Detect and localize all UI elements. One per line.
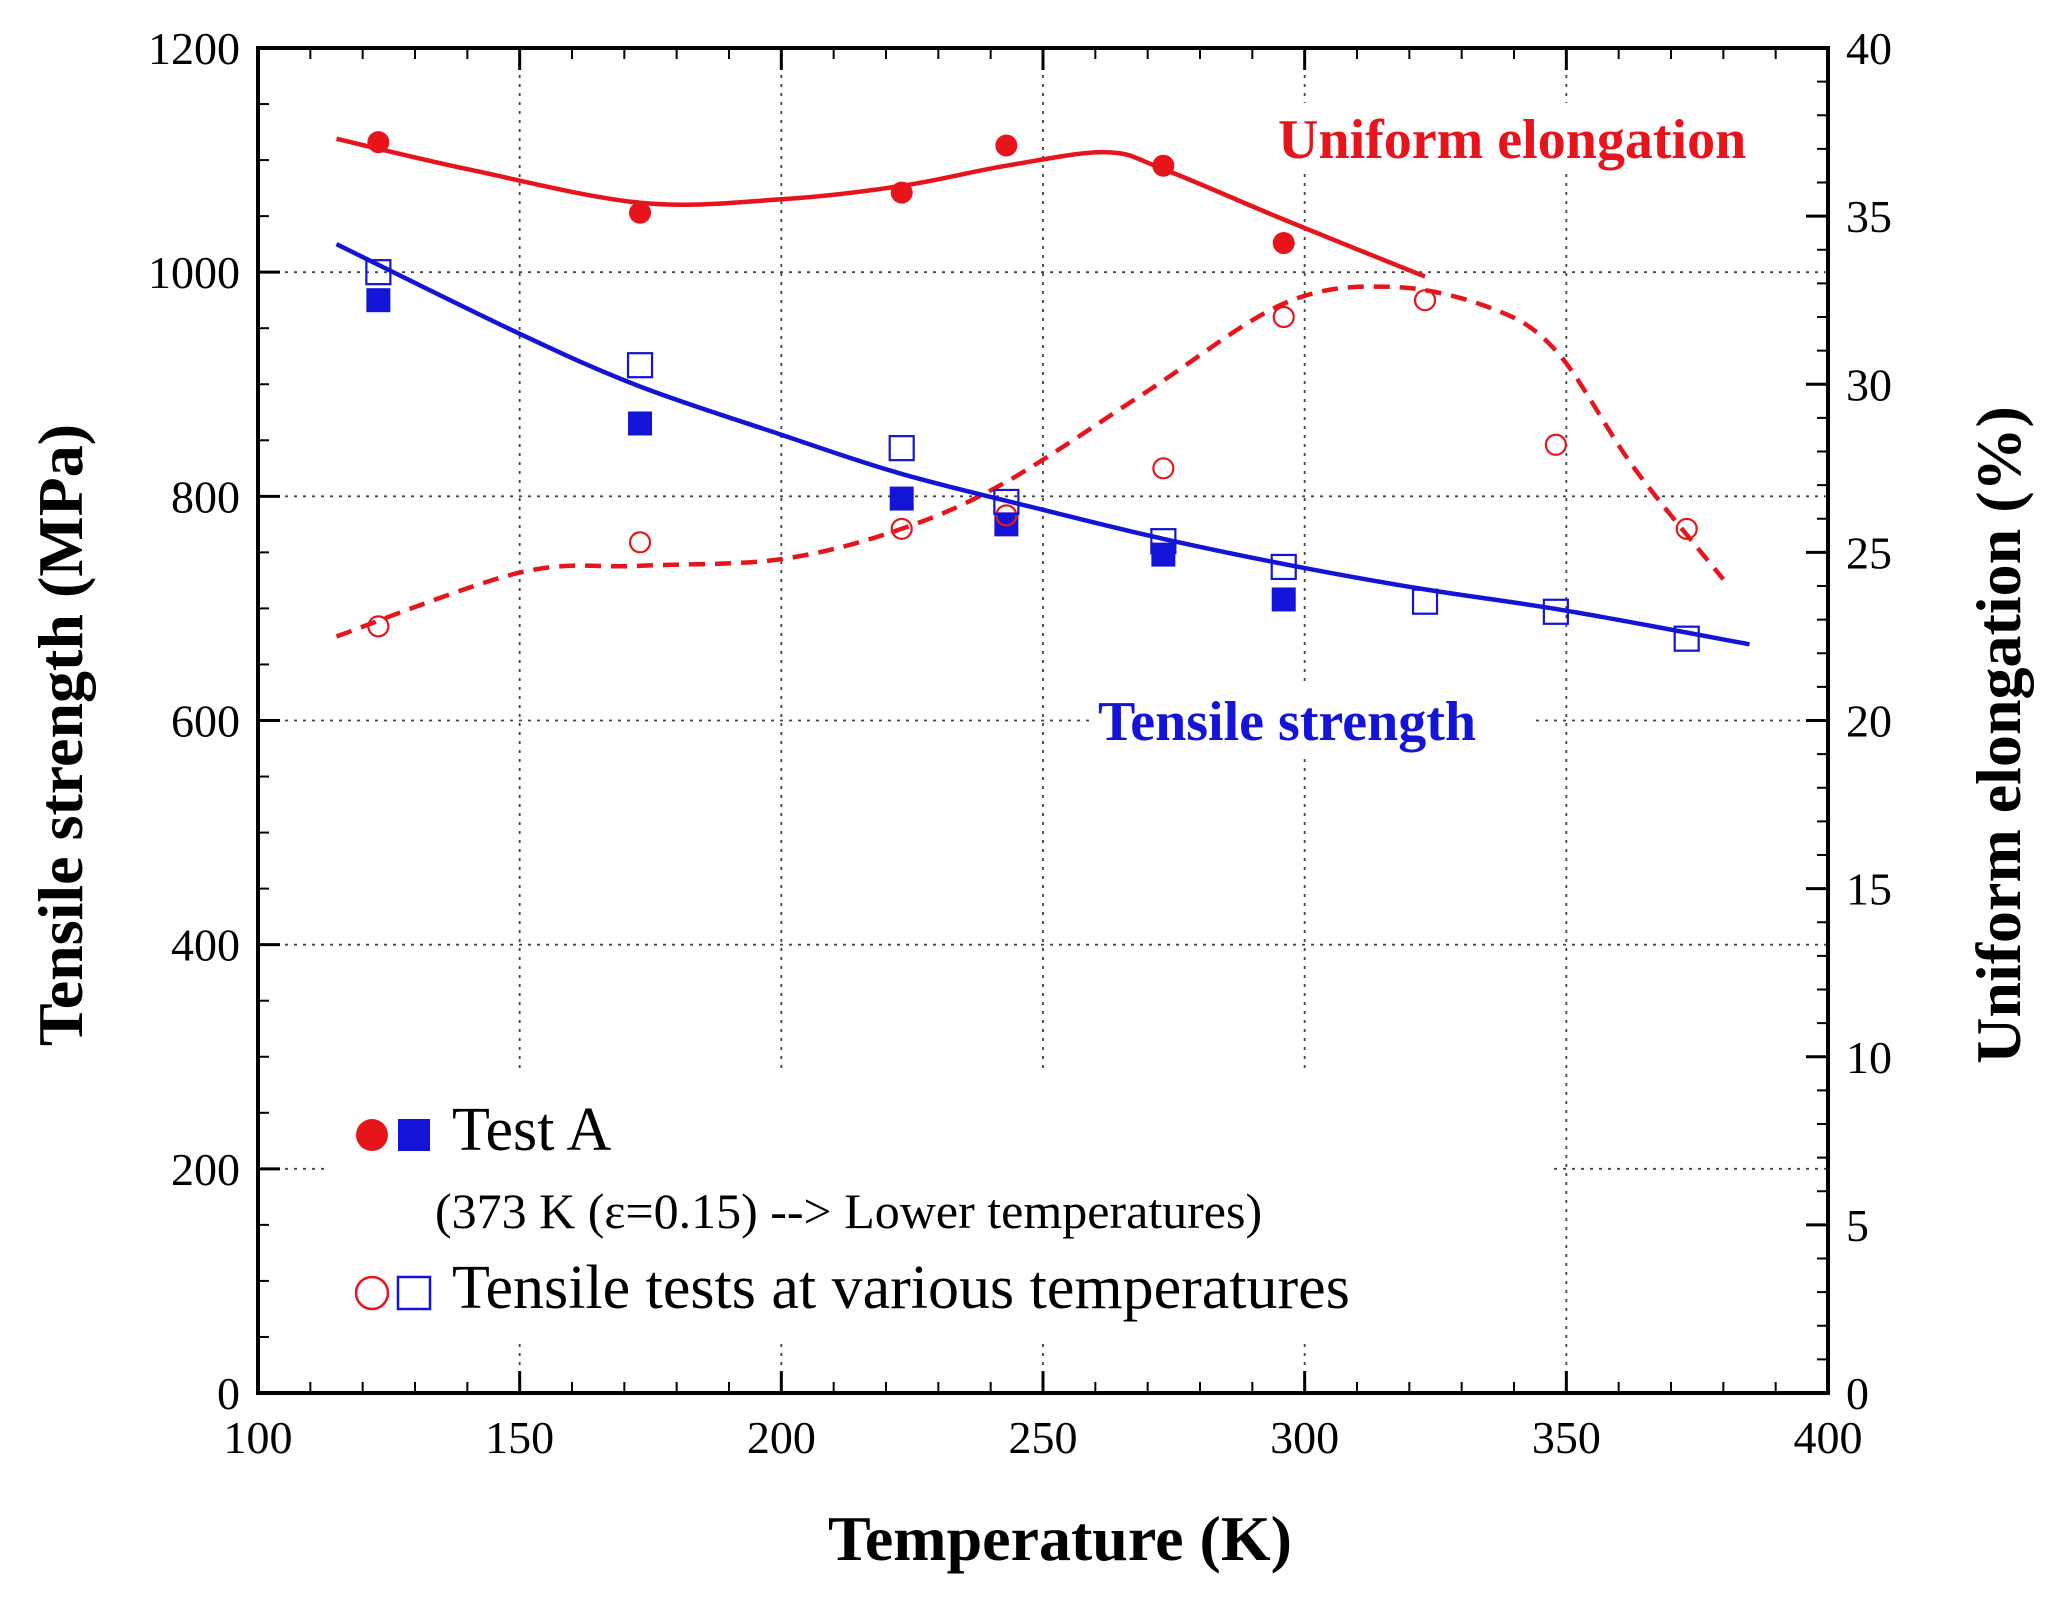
legend-test-a-sublabel: (373 K (ε=0.15) --> Lower temperatures)	[435, 1183, 1262, 1239]
tick-labels: 100 150 200 250 300 350 4000200400600800100012…	[148, 23, 1892, 1463]
elongation-point-test-a	[1272, 232, 1295, 255]
legend-open-circle-icon	[354, 1275, 390, 1311]
elongation-point-test-a	[367, 131, 390, 154]
legend-test-a-label: Test A	[452, 1096, 611, 1164]
elongation-point-test-a	[890, 181, 913, 204]
legend-various-label: Tensile tests at various temperatures	[452, 1254, 1350, 1322]
legend-filled-square-icon	[398, 1119, 430, 1151]
elongation-point-test-a	[995, 134, 1018, 157]
x-tick-label-250: 250	[1009, 1412, 1078, 1463]
elongation-point-various	[367, 615, 390, 638]
elongation-point-various	[1272, 305, 1295, 329]
elongation-point-various	[995, 504, 1018, 527]
legend-filled-circle-icon	[356, 1119, 388, 1151]
y-left-tick-label-400: 400	[171, 920, 240, 971]
trend-curve-6	[335, 242, 1750, 647]
trend-curve-4	[335, 136, 1426, 279]
strength-point-test-a	[628, 411, 653, 436]
legend-box	[325, 1070, 1550, 1342]
strength-point-various	[626, 352, 654, 379]
y-right-axis-title: Uniform elongation (%)	[1963, 406, 2034, 1064]
strength-point-various	[1270, 553, 1297, 581]
y-right-tick-label-5: 5	[1846, 1200, 1869, 1251]
elongation-point-various	[1544, 433, 1567, 456]
y-right-tick-label-30: 30	[1846, 359, 1892, 410]
y-right-tick-label-20: 20	[1846, 696, 1892, 747]
y-left-tick-label-200: 200	[171, 1144, 240, 1195]
elongation-point-various	[1152, 457, 1175, 480]
strength-point-various	[365, 259, 392, 286]
strength-point-various	[1542, 598, 1569, 625]
elongation-point-various	[1413, 289, 1437, 312]
y-right-tick-label-10: 10	[1846, 1032, 1892, 1083]
y-right-tick-label-35: 35	[1846, 191, 1892, 242]
y-right-tick-label-25: 25	[1846, 527, 1892, 578]
legend-open-square-icon	[396, 1275, 432, 1311]
plot-frame	[256, 46, 1830, 1395]
y-right-tick-label-40: 40	[1846, 23, 1892, 74]
x-tick-label-400: 400	[1794, 1412, 1863, 1463]
y-left-tick-label-0: 0	[217, 1368, 240, 1419]
x-tick-label-100: 100	[224, 1412, 293, 1463]
elongation-annotation-bg	[1265, 103, 1805, 173]
legend: Test A (373 K (ε=0.15) --> Lower tempera…	[325, 1070, 1550, 1342]
x-axis-title: Temperature (K)	[828, 1503, 1292, 1574]
y-left-tick-label-1000: 1000	[148, 247, 240, 298]
strength-point-test-a	[889, 486, 914, 511]
elongation-annotation: Uniform elongation	[1278, 109, 1746, 171]
data-markers	[365, 131, 1700, 652]
strength-point-various	[888, 435, 915, 462]
trend-curves	[335, 136, 1750, 647]
elongation-point-test-a	[1152, 154, 1175, 177]
x-tick-label-350: 350	[1532, 1412, 1601, 1463]
y-right-tick-label-0: 0	[1846, 1368, 1869, 1419]
y-left-tick-label-1200: 1200	[148, 23, 240, 74]
y-left-tick-label-600: 600	[171, 696, 240, 747]
strength-point-test-a	[1271, 587, 1296, 612]
strength-point-various	[993, 488, 1020, 516]
y-right-tick-label-15: 15	[1846, 864, 1892, 915]
strength-point-test-a	[1151, 542, 1176, 567]
elongation-point-various	[890, 517, 913, 540]
strength-annotation: Tensile strength	[1098, 691, 1476, 753]
elongation-point-test-a	[629, 201, 652, 224]
strength-point-test-a	[366, 288, 391, 313]
elongation-point-various	[1675, 517, 1698, 540]
trend-curve-5	[335, 284, 1726, 639]
y-left-tick-label-800: 800	[171, 471, 240, 522]
x-tick-label-300: 300	[1270, 1412, 1339, 1463]
strength-point-various	[1411, 588, 1439, 615]
strength-point-various	[1150, 528, 1177, 555]
x-tick-label-200: 200	[747, 1412, 816, 1463]
elongation-point-various	[628, 531, 652, 554]
x-tick-label-150: 150	[485, 1412, 554, 1463]
strength-annotation-bg	[1090, 686, 1530, 756]
y-left-axis-title: Tensile strength (MPa)	[25, 424, 96, 1046]
strength-point-various	[1673, 625, 1700, 652]
